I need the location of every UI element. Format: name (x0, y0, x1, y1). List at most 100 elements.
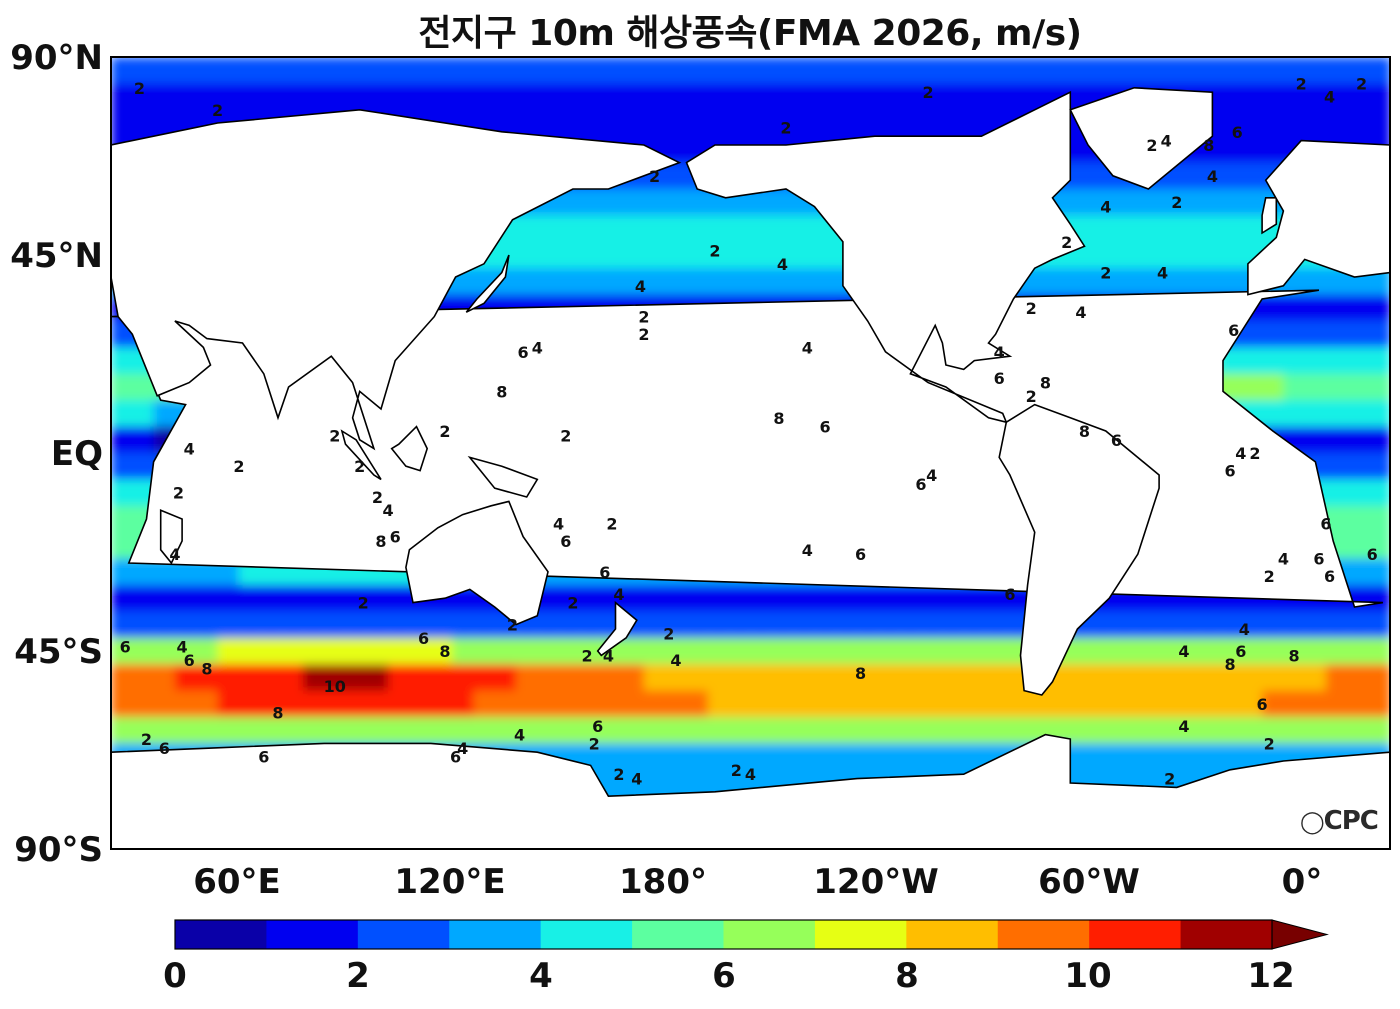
wind-cell (921, 611, 944, 639)
wind-cell (814, 743, 837, 771)
cpc-logo-text: CPC (1323, 806, 1379, 836)
wind-cell (580, 241, 603, 270)
lat-label-eq: EQ (50, 434, 103, 474)
wind-cell (1368, 400, 1390, 428)
wind-cell (238, 690, 262, 718)
wind-cell (1070, 162, 1093, 190)
wind-cell (750, 637, 773, 666)
wind-cell (622, 83, 645, 111)
wind-cell (1176, 664, 1200, 692)
wind-cell (1304, 347, 1327, 375)
wind-cell (1155, 57, 1178, 85)
wind-cell (1240, 637, 1264, 666)
wind-cell (707, 637, 731, 666)
wind-cell (1176, 743, 1200, 771)
wind-cell (963, 664, 986, 692)
wind-cell (942, 664, 965, 692)
wind-cell (1091, 690, 1114, 718)
wind-cell (835, 83, 859, 111)
wind-cell (793, 585, 816, 613)
wind-cell (1006, 717, 1029, 745)
wind-cell (1368, 611, 1390, 639)
wind-cell (1304, 373, 1327, 402)
wind-cell (132, 400, 155, 428)
wind-cell (814, 268, 837, 296)
contour-label: 4 (553, 514, 564, 533)
wind-cell (1219, 241, 1242, 270)
wind-cell (750, 664, 773, 692)
wind-cell (409, 611, 432, 639)
wind-cell (324, 585, 347, 613)
wind-cell (1219, 743, 1242, 771)
wind-cell (196, 57, 219, 85)
contour-label: 8 (1289, 646, 1300, 665)
contour-label: 2 (1026, 387, 1037, 406)
wind-cell (1326, 373, 1349, 402)
japan-land (465, 254, 510, 313)
wind-cell (1155, 189, 1178, 217)
lon-label-60w: 60°W (1038, 862, 1140, 902)
contour-label: 4 (1235, 444, 1246, 463)
wind-cell (771, 637, 795, 666)
wind-cell (899, 83, 922, 111)
wind-cell (601, 743, 624, 771)
wind-cell (580, 664, 603, 692)
wind-cell (196, 585, 219, 613)
wind-cell (622, 664, 645, 692)
wind-cell (622, 690, 645, 718)
wind-cell (686, 717, 709, 745)
wind-cell (814, 717, 837, 745)
wind-cell (111, 611, 134, 639)
wind-cell (686, 83, 709, 111)
wind-cell (430, 611, 454, 639)
wind-cell (729, 241, 752, 270)
wind-cell (260, 717, 283, 745)
contour-label: 4 (802, 541, 813, 560)
wind-cell (750, 268, 773, 296)
wind-cell (1240, 664, 1264, 692)
wind-cell (665, 57, 688, 85)
wind-cell (1198, 743, 1221, 771)
wind-cell (580, 611, 603, 639)
wind-cell (771, 743, 795, 771)
contour-label: 2 (507, 616, 518, 635)
wind-cell (665, 268, 688, 296)
wind-cell (580, 637, 603, 666)
wind-cell (771, 717, 795, 745)
wind-cell (1070, 189, 1093, 217)
wind-cell (665, 690, 688, 718)
colorbar-outline (174, 919, 1273, 950)
wind-cell (878, 611, 901, 639)
wind-cell (1326, 717, 1349, 745)
wind-cell (1304, 83, 1327, 111)
wind-cell (857, 83, 880, 111)
wind-cell (1326, 294, 1349, 322)
wind-cell (622, 57, 645, 85)
contour-label: 2 (134, 79, 145, 98)
wind-cell (174, 57, 198, 85)
wind-cell (622, 743, 645, 771)
wind-cell (1368, 109, 1390, 138)
wind-cell (537, 241, 560, 270)
wind-cell (771, 585, 795, 613)
wind-cell (281, 690, 304, 718)
wind-cell (153, 611, 176, 639)
contour-label: 2 (1171, 193, 1182, 212)
wind-cell (771, 241, 795, 270)
wind-cell (1134, 241, 1157, 270)
wind-cell (345, 585, 368, 613)
wind-cell (985, 637, 1008, 666)
wind-cell (643, 743, 667, 771)
wind-cell (580, 215, 603, 243)
wind-cell (537, 83, 560, 111)
north-america-land (685, 90, 1086, 424)
wind-cell (1240, 109, 1264, 138)
wind-cell (665, 585, 688, 613)
wind-cell (750, 717, 773, 745)
wind-cell (835, 57, 859, 85)
wind-cell (516, 637, 539, 666)
wind-cell (729, 664, 752, 692)
wind-cell (729, 215, 752, 243)
wind-cell (750, 83, 773, 111)
